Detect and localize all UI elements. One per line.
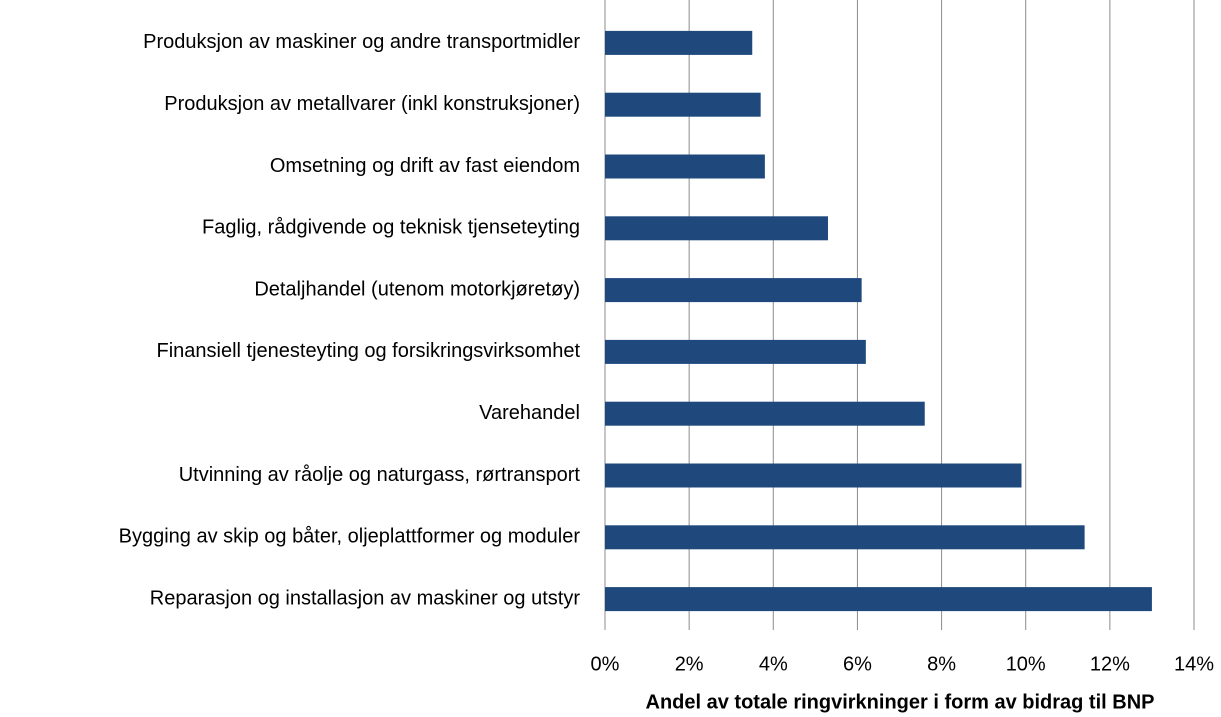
y-tick-label: Detaljhandel (utenom motorkjøretøy): [254, 278, 580, 300]
y-tick-label: Bygging av skip og båter, oljeplattforme…: [119, 526, 581, 548]
bar: [605, 30, 753, 55]
y-tick-label: Reparasjon og installasjon av maskiner o…: [150, 587, 581, 609]
y-tick-label: Faglig, rådgivende og teknisk tjenseteyt…: [202, 217, 580, 239]
x-axis-title: Andel av totale ringvirkninger i form av…: [646, 691, 1155, 713]
x-tick-label: 2%: [675, 653, 704, 675]
x-tick-label: 0%: [591, 653, 620, 675]
y-tick-label: Produksjon av maskiner og andre transpor…: [143, 31, 580, 53]
x-tick-label: 4%: [759, 653, 788, 675]
bar: [605, 401, 925, 426]
x-tick-label: 14%: [1174, 653, 1214, 675]
x-tick-label: 6%: [843, 653, 872, 675]
y-tick-label: Produksjon av metallvarer (inkl konstruk…: [164, 93, 580, 115]
bar: [605, 339, 866, 364]
y-tick-label: Omsetning og drift av fast eiendom: [270, 155, 580, 177]
bar: [605, 216, 828, 241]
y-tick-label: Finansiell tjenesteyting og forsikringsv…: [156, 340, 580, 362]
bar: [605, 92, 761, 117]
x-tick-label: 8%: [927, 653, 956, 675]
bar: [605, 278, 862, 303]
x-tick-label: 10%: [1006, 653, 1046, 675]
x-tick-label: 12%: [1090, 653, 1130, 675]
bar: [605, 525, 1085, 550]
bar: [605, 587, 1152, 612]
y-tick-label: Utvinning av råolje og naturgass, rørtra…: [179, 464, 581, 486]
y-tick-label: Varehandel: [479, 402, 580, 424]
bar: [605, 463, 1022, 488]
bar: [605, 154, 765, 179]
